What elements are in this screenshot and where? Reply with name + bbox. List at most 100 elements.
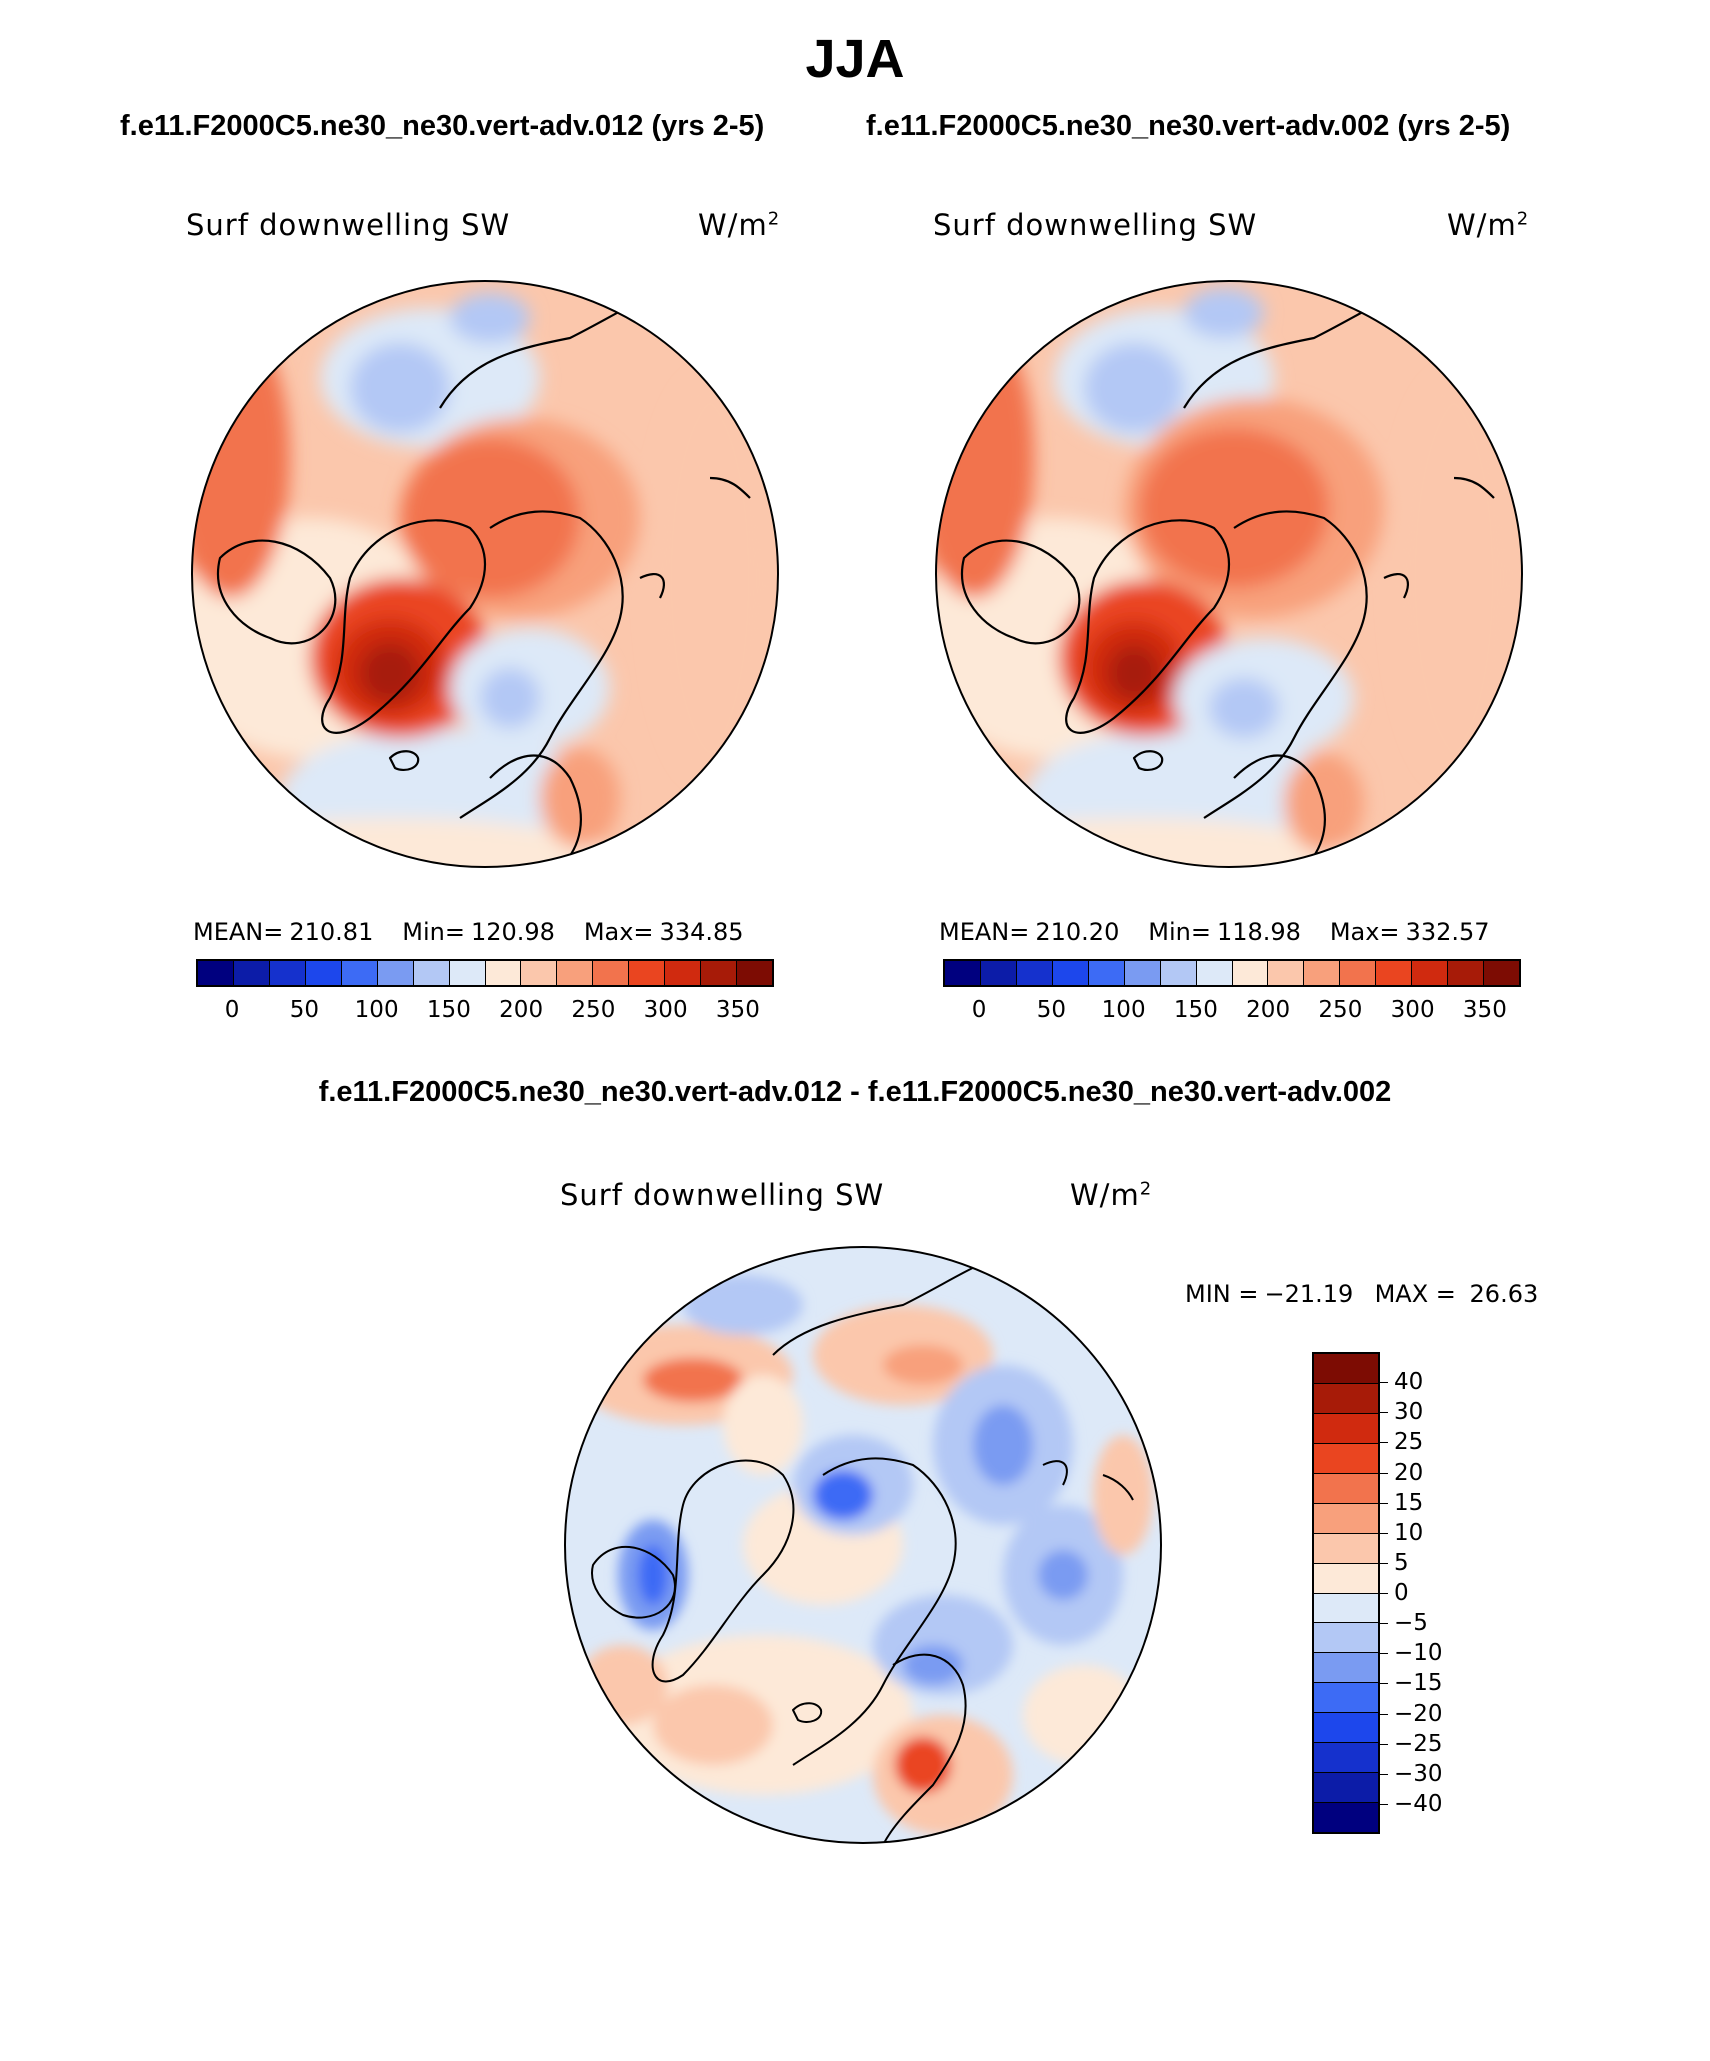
colorbar-tick-mark bbox=[1378, 1773, 1388, 1775]
panel1-colorbar bbox=[196, 959, 774, 987]
colorbar-tick-label: 150 bbox=[426, 997, 471, 1023]
panel1-stats: MEAN= 210.81 Min= 120.98 Max= 334.85 bbox=[193, 918, 744, 946]
colorbar-swatch bbox=[1314, 1383, 1378, 1414]
panel1-map-border bbox=[191, 280, 779, 868]
colorbar-tick-mark bbox=[1378, 1502, 1388, 1504]
colorbar-swatch bbox=[269, 961, 306, 985]
colorbar-tick-label: −10 bbox=[1394, 1640, 1443, 1667]
panel1-units-label: W/m2 bbox=[698, 208, 781, 242]
colorbar-tick-label: 0 bbox=[971, 997, 987, 1023]
colorbar-swatch bbox=[1088, 961, 1125, 985]
panel2-coastlines bbox=[961, 286, 1495, 867]
colorbar-tick-mark bbox=[1378, 1412, 1388, 1414]
colorbar-tick-label: 50 bbox=[289, 997, 320, 1023]
colorbar-swatch bbox=[521, 961, 558, 985]
colorbar-tick-label: 100 bbox=[1101, 997, 1146, 1023]
panel2-field bbox=[936, 281, 1522, 867]
colorbar-swatch bbox=[629, 961, 666, 985]
colorbar-tick-label: 5 bbox=[1394, 1549, 1409, 1576]
panel1-polar-map bbox=[191, 280, 779, 868]
case2-title: f.e11.F2000C5.ne30_ne30.vert-adv.002 (yr… bbox=[866, 110, 1511, 142]
colorbar-swatch bbox=[1376, 961, 1413, 985]
colorbar-tick-label: 250 bbox=[1318, 997, 1363, 1023]
colorbar-tick-mark bbox=[1378, 1382, 1388, 1384]
colorbar-tick-mark bbox=[1378, 1442, 1388, 1444]
colorbar-tick-mark bbox=[1378, 1743, 1388, 1745]
panel2-stats: MEAN= 210.20 Min= 118.98 Max= 332.57 bbox=[939, 918, 1490, 946]
colorbar-swatch bbox=[413, 961, 450, 985]
colorbar-swatch bbox=[1160, 961, 1197, 985]
colorbar-tick-label: 200 bbox=[499, 997, 544, 1023]
colorbar-swatch bbox=[1268, 961, 1305, 985]
colorbar-tick-label: −25 bbox=[1394, 1730, 1443, 1757]
colorbar-swatch bbox=[1314, 1533, 1378, 1564]
colorbar-swatch bbox=[1314, 1413, 1378, 1444]
colorbar-swatch bbox=[1314, 1473, 1378, 1504]
colorbar-tick-label: −20 bbox=[1394, 1700, 1443, 1727]
colorbar-swatch bbox=[1196, 961, 1233, 985]
colorbar-swatch bbox=[233, 961, 270, 985]
colorbar-tick-label: 25 bbox=[1394, 1429, 1424, 1456]
diff-field bbox=[565, 1247, 1161, 1843]
colorbar-swatch bbox=[1314, 1503, 1378, 1534]
colorbar-swatch bbox=[1314, 1563, 1378, 1594]
panel2-polar-map bbox=[935, 280, 1523, 868]
diff-map-border bbox=[564, 1246, 1162, 1844]
panel1-variable-label: Surf downwelling SW bbox=[186, 208, 511, 242]
colorbar-swatch bbox=[1314, 1623, 1378, 1654]
colorbar-tick-label: −40 bbox=[1394, 1790, 1443, 1817]
diff-units-label: W/m2 bbox=[1070, 1178, 1153, 1212]
colorbar-swatch bbox=[1412, 961, 1449, 985]
colorbar-tick-label: 200 bbox=[1246, 997, 1291, 1023]
colorbar-swatch bbox=[1052, 961, 1089, 985]
colorbar-tick-mark bbox=[1378, 1713, 1388, 1715]
panel1-coastlines bbox=[217, 286, 751, 867]
colorbar-swatch bbox=[1304, 961, 1341, 985]
colorbar-swatch bbox=[980, 961, 1017, 985]
colorbar-tick-label: 0 bbox=[224, 997, 240, 1023]
colorbar-swatch bbox=[1232, 961, 1269, 985]
colorbar-tick-mark bbox=[1378, 1803, 1388, 1805]
colorbar-tick-mark bbox=[1378, 1593, 1388, 1594]
colorbar-swatch bbox=[1016, 961, 1053, 985]
colorbar-swatch bbox=[1314, 1773, 1378, 1804]
colorbar-tick-mark bbox=[1378, 1623, 1388, 1625]
colorbar-swatch bbox=[198, 961, 234, 985]
panel2-units-label: W/m2 bbox=[1447, 208, 1530, 242]
colorbar-tick-mark bbox=[1378, 1532, 1388, 1534]
panel1-field bbox=[192, 281, 778, 867]
case1-title: f.e11.F2000C5.ne30_ne30.vert-adv.012 (yr… bbox=[120, 110, 765, 142]
colorbar-swatch bbox=[1124, 961, 1161, 985]
colorbar-swatch bbox=[1484, 961, 1519, 985]
diff-colorbar bbox=[1312, 1352, 1380, 1834]
colorbar-swatch bbox=[557, 961, 594, 985]
colorbar-tick-label: 300 bbox=[643, 997, 688, 1023]
colorbar-tick-mark bbox=[1378, 1683, 1388, 1685]
colorbar-swatch bbox=[1314, 1743, 1378, 1774]
colorbar-tick-label: 15 bbox=[1394, 1489, 1424, 1516]
colorbar-swatch bbox=[1340, 961, 1377, 985]
diff-variable-label: Surf downwelling SW bbox=[560, 1178, 885, 1212]
colorbar-tick-label: 20 bbox=[1394, 1459, 1424, 1486]
colorbar-swatch bbox=[341, 961, 378, 985]
panel2-colorbar bbox=[943, 959, 1521, 987]
colorbar-swatch bbox=[701, 961, 738, 985]
colorbar-tick-label: 100 bbox=[354, 997, 399, 1023]
colorbar-tick-label: −30 bbox=[1394, 1760, 1443, 1787]
panel2-variable-label: Surf downwelling SW bbox=[933, 208, 1258, 242]
colorbar-swatch bbox=[449, 961, 486, 985]
colorbar-swatch bbox=[1314, 1803, 1378, 1832]
colorbar-swatch bbox=[485, 961, 522, 985]
colorbar-tick-label: 300 bbox=[1390, 997, 1435, 1023]
colorbar-tick-mark bbox=[1378, 1472, 1388, 1474]
colorbar-tick-label: 10 bbox=[1394, 1519, 1424, 1546]
colorbar-swatch bbox=[377, 961, 414, 985]
panel2-map-border bbox=[935, 280, 1523, 868]
colorbar-swatch bbox=[1314, 1354, 1378, 1384]
colorbar-tick-label: 40 bbox=[1394, 1369, 1424, 1396]
colorbar-tick-label: 350 bbox=[715, 997, 760, 1023]
colorbar-swatch bbox=[1314, 1593, 1378, 1624]
colorbar-swatch bbox=[1448, 961, 1485, 985]
colorbar-swatch bbox=[737, 961, 772, 985]
diff-min-max: MIN = −21.19 MAX = 26.63 bbox=[1185, 1280, 1539, 1308]
